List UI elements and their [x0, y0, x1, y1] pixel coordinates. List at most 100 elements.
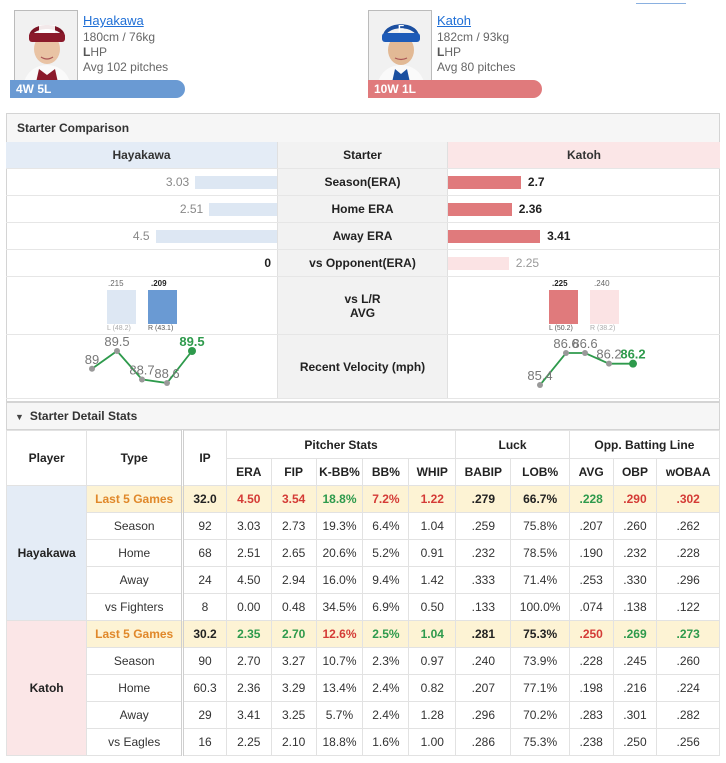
- comparison-col-mid: Starter: [277, 142, 448, 168]
- stat-cell: 34.5%: [315, 593, 364, 621]
- comparison-right-bar: [448, 176, 521, 189]
- stat-cell: 1.28: [408, 701, 457, 729]
- pitcher-name-link-left[interactable]: Hayakawa: [83, 13, 144, 28]
- lr-right-cell: .225 .240 L (50.2) R (38.2): [448, 277, 720, 334]
- type-cell: Season: [86, 512, 185, 540]
- stat-cell: 71.4%: [510, 566, 570, 594]
- comparison-row-label: Season(ERA): [277, 169, 448, 195]
- stat-cell: .283: [568, 701, 614, 729]
- stat-cell: 8: [182, 593, 227, 621]
- stat-cell: 2.35: [225, 620, 272, 648]
- stat-cell: 18.8%: [315, 728, 364, 756]
- velocity-label: 86.2: [620, 347, 645, 362]
- stat-cell: 2.94: [270, 566, 317, 594]
- lr-label-cell: vs L/R AVG: [277, 277, 448, 334]
- stat-cell: .133: [455, 593, 512, 621]
- comparison-right-value: 2.7: [527, 175, 545, 189]
- stat-cell: .256: [656, 728, 720, 756]
- table-row: Away 29 3.41 3.25 5.7% 2.4% 1.28.296 70.2% .283.…: [7, 701, 720, 729]
- th-stat-col: LOB%: [510, 458, 570, 486]
- svg-text:F: F: [398, 24, 404, 35]
- velocity-label: 86.2: [596, 347, 621, 362]
- table-row: Season 90 2.70 3.27 10.7% 2.3% 0.97.240 73.9% .2…: [7, 647, 720, 675]
- table-row: vs Eagles 16 2.25 2.10 18.8% 1.6% 1.00.286 75.3…: [7, 728, 720, 756]
- comparison-right-value: 2.25: [515, 256, 540, 270]
- pitcher-info-right: Katoh 182cm / 93kg LHP Avg 80 pitches: [437, 13, 597, 74]
- comparison-right-bar: [448, 257, 509, 270]
- comparison-row-label: Home ERA: [277, 196, 448, 222]
- stat-cell: 3.03: [225, 512, 272, 540]
- stat-cell: 70.2%: [510, 701, 570, 729]
- lr-right-l-avg: .225: [552, 279, 568, 288]
- stat-cell: .259: [455, 512, 512, 540]
- stat-cell: 2.65: [270, 539, 317, 567]
- stat-cell: 0.97: [408, 647, 457, 675]
- velocity-point: [114, 348, 120, 354]
- player-photo-katoh[interactable]: F: [368, 10, 432, 86]
- stat-cell: 90: [182, 647, 227, 675]
- stat-cell: .253: [568, 566, 614, 594]
- player-photo-hayakawa[interactable]: [14, 10, 78, 86]
- stat-cell: 2.4%: [362, 701, 410, 729]
- stat-cell: 5.2%: [362, 539, 410, 567]
- pitcher-name-link-right[interactable]: Katoh: [437, 13, 471, 28]
- stat-cell: 75.3%: [510, 728, 570, 756]
- lr-right-l-bar: [549, 290, 578, 324]
- stat-cell: 0.91: [408, 539, 457, 567]
- stat-cell: .281: [455, 620, 512, 648]
- velocity-row: 89 89.5 88.7 88.6 89.5 Recent Velocity (mph)…: [6, 334, 720, 399]
- stat-cell: .250: [612, 728, 658, 756]
- record-bar-right: 10W 1L: [368, 80, 542, 98]
- stat-cell: 0.82: [408, 674, 457, 702]
- comparison-header-row: Hayakawa Starter Katoh: [6, 142, 720, 169]
- lr-left-l-bar: [107, 290, 136, 324]
- stat-cell: 7.2%: [362, 485, 410, 513]
- stat-cell: 78.5%: [510, 539, 570, 567]
- th-opp-batting: Opp. Batting Line: [568, 430, 721, 459]
- stat-cell: .232: [612, 539, 658, 567]
- top-right-link-underline[interactable]: [636, 0, 686, 4]
- velocity-label: 88.6: [154, 366, 179, 381]
- stat-cell: 1.00: [408, 728, 457, 756]
- th-stat-col: OBP: [612, 458, 658, 486]
- stat-cell: 16: [182, 728, 227, 756]
- stat-cell: 12.6%: [315, 620, 364, 648]
- detail-stats-toggle[interactable]: ▼ Starter Detail Stats: [6, 402, 720, 430]
- th-ip: IP: [182, 430, 227, 486]
- table-row: Home 68 2.51 2.65 20.6% 5.2% 0.91.232 78.5% .190…: [7, 539, 720, 567]
- th-stat-col: BB%: [362, 458, 410, 486]
- stat-cell: 2.51: [225, 539, 272, 567]
- velocity-label: 89.5: [179, 335, 204, 349]
- th-stat-col: ERA: [225, 458, 272, 486]
- collapse-triangle-icon: ▼: [15, 412, 24, 422]
- player-name-cell: Hayakawa: [5, 485, 88, 621]
- table-row: Season 92 3.03 2.73 19.3% 6.4% 1.04.259 75.8% .2…: [7, 512, 720, 540]
- stat-cell: .302: [656, 485, 720, 513]
- lr-left-cell: .215 .209 L (48.2) R (43.1): [6, 277, 277, 334]
- velocity-point: [164, 380, 170, 386]
- comparison-right-bar: [448, 230, 541, 243]
- stat-cell: .228: [568, 647, 614, 675]
- stat-cell: 68: [182, 539, 227, 567]
- pitcher-avg-pitches-left: Avg 102 pitches: [83, 60, 169, 74]
- stat-cell: 18.8%: [315, 485, 364, 513]
- stat-cell: .074: [568, 593, 614, 621]
- comparison-right-bar: [448, 203, 512, 216]
- velocity-label: 85.4: [527, 368, 552, 383]
- comparison-left-bar: [209, 203, 277, 216]
- comparison-row: 0 vs Opponent(ERA) 2.25: [6, 250, 720, 277]
- comparison-col-left: Hayakawa: [6, 142, 277, 168]
- stat-cell: 100.0%: [510, 593, 570, 621]
- velocity-point: [563, 350, 569, 356]
- pitcher-size-right: 182cm / 93kg: [437, 30, 510, 44]
- comparison-right-value: 2.36: [518, 202, 543, 216]
- pitcher-avg-pitches-right: Avg 80 pitches: [437, 60, 516, 74]
- table-row: Home 60.3 2.36 3.29 13.4% 2.4% 0.82.207 77.1% .1…: [7, 674, 720, 702]
- pitcher-throws-left: LHP: [83, 45, 108, 59]
- stat-cell: .240: [455, 647, 512, 675]
- comparison-left-value: 3.03: [165, 175, 190, 189]
- th-type: Type: [86, 430, 185, 486]
- type-cell: Away: [86, 566, 185, 594]
- velocity-label: 88.7: [129, 362, 154, 377]
